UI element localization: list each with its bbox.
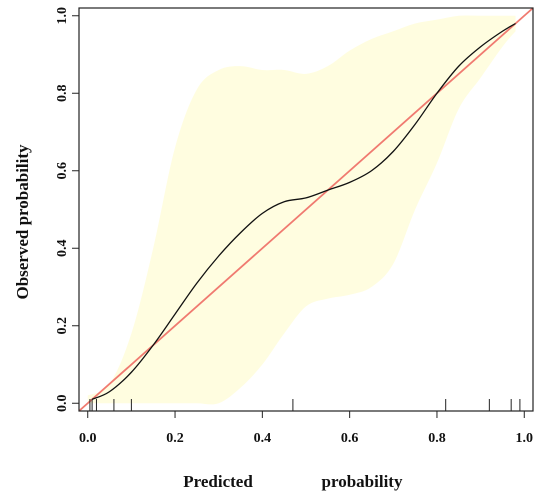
plot-frame (78, 7, 534, 412)
x-tick-label: 0.2 (166, 431, 184, 446)
x-tick-label: 0.8 (428, 431, 446, 446)
calibration-curve (91, 22, 516, 400)
x-tick-label: 0.0 (79, 431, 97, 446)
y-tick-label: 0.4 (55, 240, 70, 258)
ideal-reference-line (78, 7, 534, 412)
y-axis-title: Observed probability (13, 144, 32, 300)
y-tick-label: 0.2 (55, 317, 70, 335)
y-tick-label: 0.6 (55, 162, 70, 180)
y-tick-label: 0.8 (55, 85, 70, 103)
x-tick-label: 0.6 (341, 431, 359, 446)
x-axis-title-part-2: probability (322, 472, 403, 491)
x-tick-label: 1.0 (516, 431, 534, 446)
y-tick-label: 0.0 (55, 395, 70, 413)
rug-marks (89, 399, 521, 411)
y-tick-label: 1.0 (55, 7, 70, 25)
x-tick-label: 0.4 (254, 431, 272, 446)
x-axis: 0.0 0.2 0.4 0.6 0.8 1.0 (79, 411, 533, 446)
y-axis: 0.0 0.2 0.4 0.6 0.8 1.0 (55, 7, 79, 412)
x-axis-title-part-1: Predicted (183, 472, 253, 491)
series-layer (78, 7, 534, 412)
